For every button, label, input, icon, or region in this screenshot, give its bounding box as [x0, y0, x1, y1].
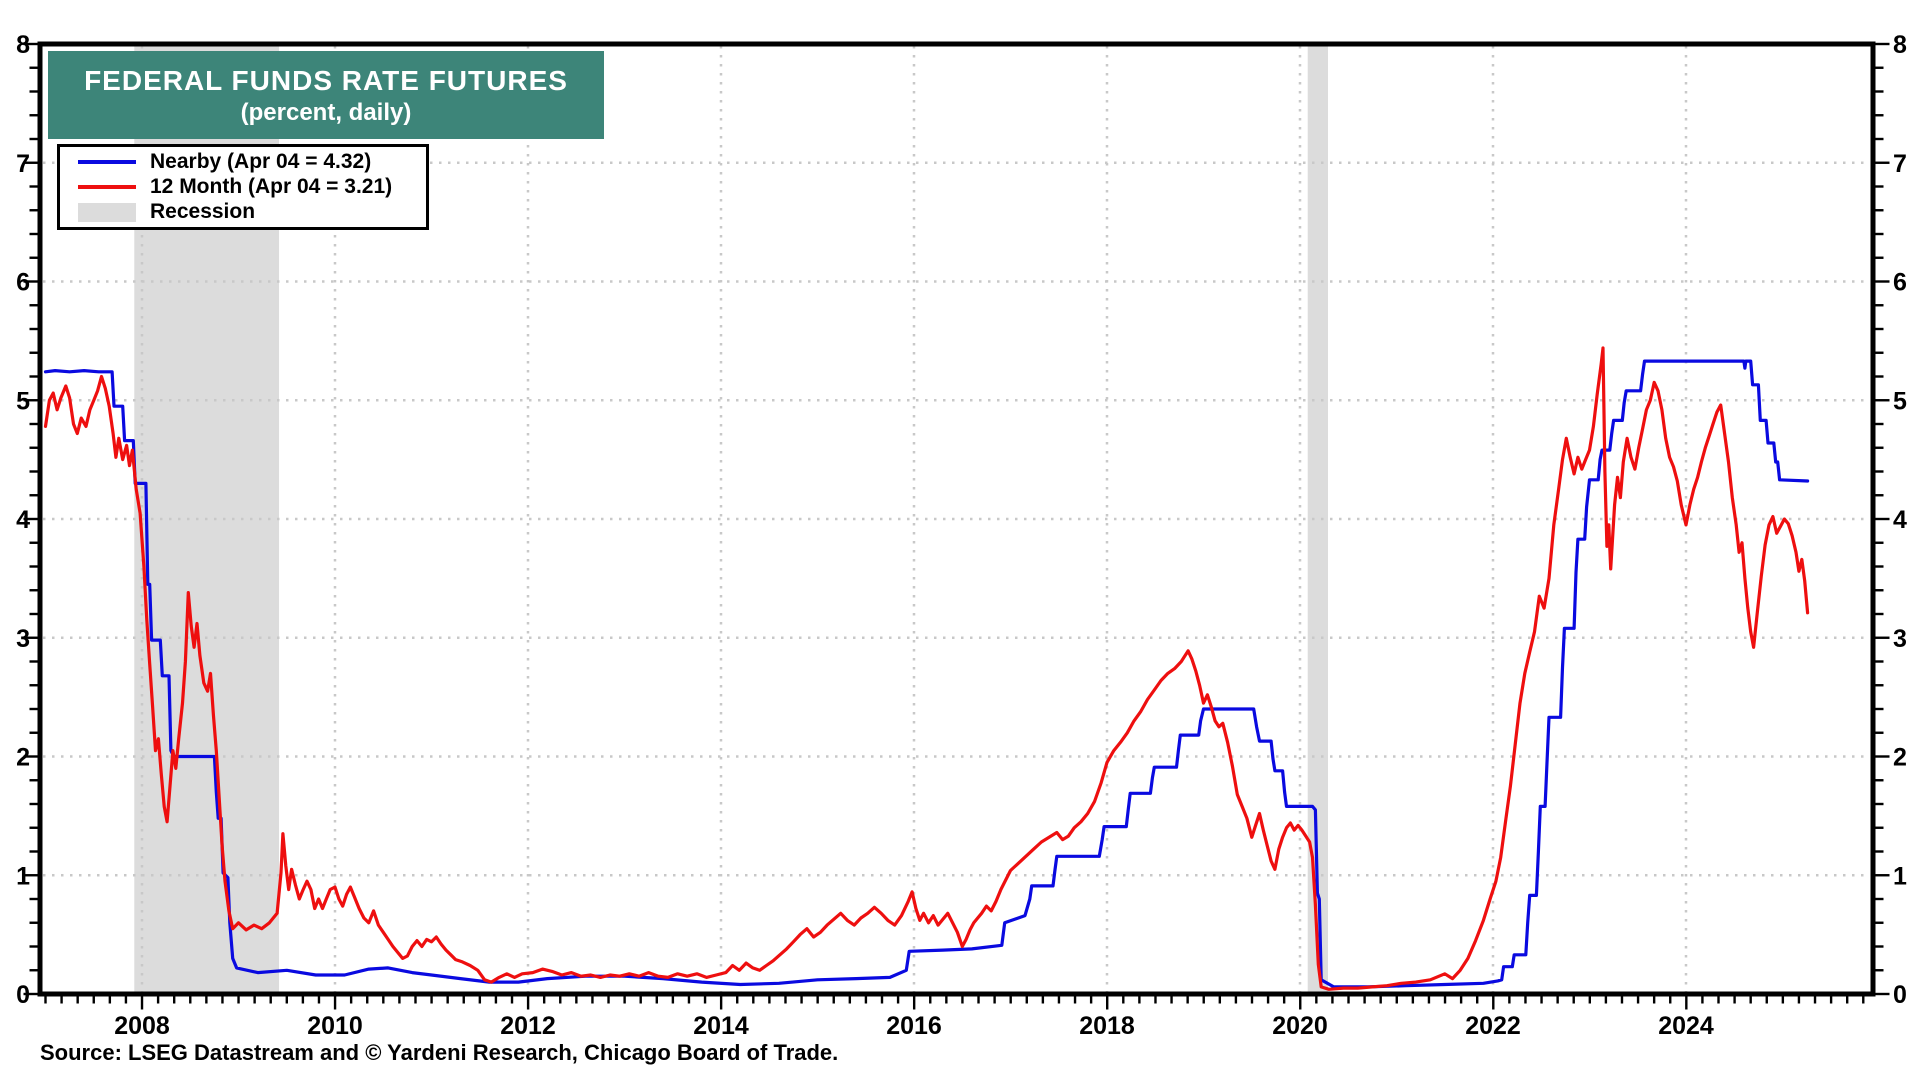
y-axis-label-right: 7: [1893, 150, 1907, 178]
x-axis-year-label: 2008: [114, 1012, 170, 1040]
y-axis-label-right: 4: [1893, 506, 1907, 534]
axis-labels: 0 0 1 1 2 2 3 3 4 4 5 5 6 6 7 7 8 8 2008 2010 2012 2014 2016 20…: [16, 31, 1907, 1040]
y-axis-label-right: 5: [1893, 387, 1907, 415]
legend-item-12month: 12 Month (Apr 04 = 3.21): [60, 174, 426, 199]
y-axis-label-left: 3: [16, 625, 30, 653]
y-axis-label-right: 6: [1893, 269, 1907, 297]
chart-title: FEDERAL FUNDS RATE FUTURES: [84, 64, 568, 96]
legend-label-recession: Recession: [150, 200, 256, 224]
y-axis-label-left: 6: [16, 269, 30, 297]
y-axis-label-left: 7: [16, 150, 30, 178]
y-axis-label-right: 1: [1893, 862, 1907, 890]
legend-label-nearby: Nearby (Apr 04 = 4.32): [150, 149, 372, 173]
y-axis-label-left: 4: [16, 506, 30, 534]
x-axis-year-label: 2020: [1272, 1012, 1328, 1040]
x-axis-year-label: 2018: [1079, 1012, 1135, 1040]
y-axis-label-right: 3: [1893, 625, 1907, 653]
y-axis-label-right: 0: [1893, 981, 1907, 1009]
nearby-series-line: [43, 359, 1810, 989]
y-axis-label-left: 8: [16, 31, 30, 59]
y-axis-label-left: 5: [16, 387, 30, 415]
x-axis-year-label: 2010: [307, 1012, 363, 1040]
y-axis-label-left: 2: [16, 744, 30, 772]
nearby-line-swatch: [78, 159, 136, 164]
twelve-month-line-swatch: [78, 184, 136, 189]
legend-label-12month: 12 Month (Apr 04 = 3.21): [150, 174, 393, 198]
y-axis-label-right: 2: [1893, 744, 1907, 772]
legend-item-nearby: Nearby (Apr 04 = 4.32): [60, 149, 426, 174]
legend-item-recession: Recession: [60, 200, 426, 225]
y-axis-label-left: 0: [16, 981, 30, 1009]
x-axis-year-label: 2012: [500, 1012, 556, 1040]
legend: Nearby (Apr 04 = 4.32) 12 Month (Apr 04 …: [57, 144, 429, 230]
plot-border: [37, 41, 1876, 997]
source-note: Source: LSEG Datastream and © Yardeni Re…: [40, 1040, 839, 1065]
y-axis-label-left: 1: [16, 862, 30, 890]
x-axis-year-label: 2022: [1465, 1012, 1521, 1040]
y-axis-label-right: 8: [1893, 31, 1907, 59]
recession-swatch: [78, 202, 136, 222]
chart-title-box: FEDERAL FUNDS RATE FUTURES (percent, dai…: [48, 51, 604, 139]
x-axis-year-label: 2016: [886, 1012, 942, 1040]
x-axis-year-label: 2024: [1658, 1012, 1714, 1040]
chart-subtitle: (percent, daily): [240, 98, 412, 126]
axis-ticks: [23, 42, 1890, 1010]
x-axis-year-label: 2014: [693, 1012, 749, 1040]
twelve-month-series-line: [43, 346, 1810, 991]
